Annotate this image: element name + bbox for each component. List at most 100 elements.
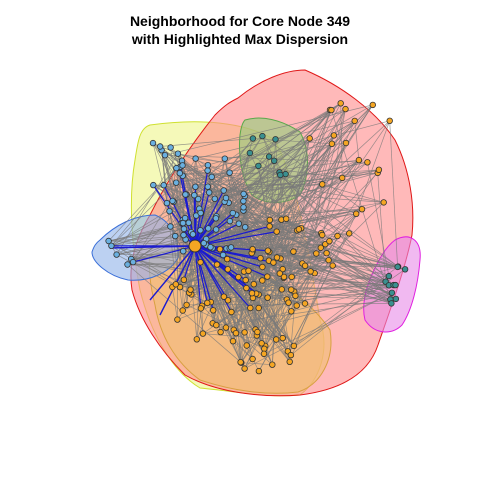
network-node [244, 343, 250, 349]
network-node [280, 335, 286, 341]
network-node [180, 308, 186, 314]
network-node [236, 221, 242, 227]
network-node [279, 287, 285, 293]
network-node [353, 211, 359, 217]
network-node [365, 160, 371, 166]
network-node [209, 174, 215, 180]
network-node [288, 352, 294, 358]
network-node [227, 170, 233, 176]
network-node [180, 220, 186, 226]
network-node [250, 246, 256, 252]
network-node [181, 226, 187, 232]
network-node [151, 182, 157, 188]
network-node [242, 366, 248, 372]
network-node [389, 290, 395, 296]
network-node [213, 227, 219, 233]
network-node [213, 216, 219, 222]
network-node [387, 118, 393, 124]
network-node [224, 256, 230, 262]
network-node [393, 282, 399, 288]
network-node [265, 248, 271, 254]
network-node [225, 267, 231, 273]
network-node [260, 133, 266, 139]
network-node [230, 210, 236, 216]
network-node [343, 140, 349, 146]
network-node [242, 224, 248, 230]
network-node [274, 229, 280, 235]
network-node [326, 257, 332, 263]
network-node [173, 180, 179, 186]
network-node [193, 184, 199, 190]
network-node [260, 264, 266, 270]
network-node [318, 245, 324, 251]
network-node [212, 196, 218, 202]
network-node [278, 172, 284, 178]
network-node [200, 331, 206, 337]
network-node [188, 287, 194, 293]
network-node [181, 232, 187, 238]
network-node [319, 232, 325, 238]
network-node [125, 262, 131, 268]
network-node [198, 228, 204, 234]
network-node [251, 281, 257, 287]
network-node [181, 277, 187, 283]
network-node [248, 305, 254, 311]
network-node [222, 156, 228, 162]
network-node [267, 224, 273, 230]
network-node [249, 290, 255, 296]
network-node [210, 308, 216, 314]
network-node [289, 309, 295, 315]
network-node [286, 300, 292, 306]
network-node [223, 195, 229, 201]
network-node [307, 136, 313, 142]
network-node [168, 224, 174, 230]
network-node [186, 220, 192, 226]
network-node [227, 218, 233, 224]
network-node [205, 184, 211, 190]
network-node [236, 274, 242, 280]
network-node [193, 156, 199, 162]
network-node [359, 206, 365, 212]
network-node [170, 198, 176, 204]
network-node [255, 329, 261, 335]
network-node [242, 330, 248, 336]
network-node [381, 200, 387, 206]
network-node [244, 285, 250, 291]
network-node [114, 252, 120, 258]
network-node [261, 351, 267, 357]
network-node [289, 274, 295, 280]
network-node [389, 301, 395, 307]
network-node [198, 306, 204, 312]
network-node [161, 182, 167, 188]
network-node [329, 141, 335, 147]
network-node [221, 294, 227, 300]
network-node [175, 151, 181, 157]
network-node [164, 200, 170, 206]
network-node [402, 267, 408, 273]
network-node [352, 118, 358, 124]
network-node [339, 175, 345, 181]
network-node [174, 165, 180, 171]
network-node [256, 368, 262, 374]
network-node [241, 191, 247, 197]
network-node [241, 205, 247, 211]
network-node [283, 216, 289, 222]
network-node [331, 133, 337, 139]
network-node [180, 248, 186, 254]
network-node [291, 343, 297, 349]
network-node [277, 271, 283, 277]
network-node [206, 226, 212, 232]
network-node [291, 249, 297, 255]
network-node [370, 102, 376, 108]
network-node [296, 227, 302, 233]
network-node [201, 240, 207, 246]
network-node [218, 329, 224, 335]
network-node [173, 282, 179, 288]
network-node [320, 182, 326, 188]
network-node [258, 255, 264, 261]
network-node [246, 268, 252, 274]
network-node [288, 287, 294, 293]
network-node [283, 171, 289, 177]
network-node [259, 341, 265, 347]
network-node [356, 157, 362, 163]
